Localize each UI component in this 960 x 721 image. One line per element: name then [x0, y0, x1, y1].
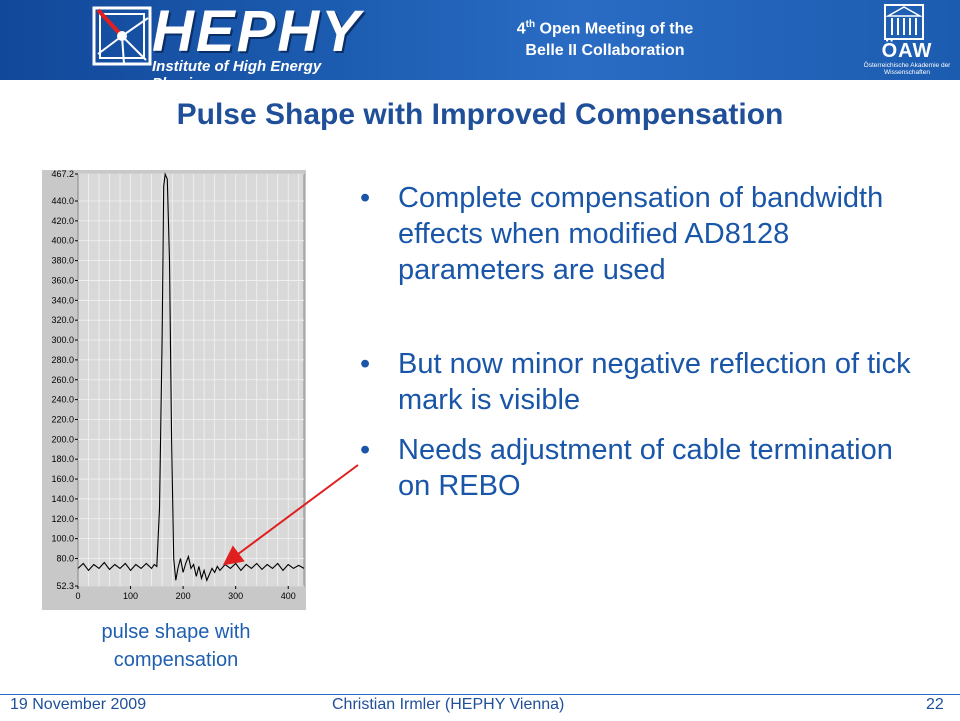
x-tick-label: 200 [176, 591, 191, 601]
x-tick-label: 0 [75, 591, 80, 601]
meeting-number: 4 [516, 20, 526, 38]
detector-burst-icon [92, 6, 152, 66]
bullet-dot-icon: • [360, 434, 371, 466]
y-tick-label: 400.0 [51, 236, 74, 246]
meeting-line2: Belle II Collaboration [525, 42, 685, 60]
hephy-logo: HEPHY Institute of High Energy Physics [90, 0, 380, 80]
y-tick-label: 240.0 [51, 395, 74, 405]
oaw-abbreviation: ÖAW [881, 40, 933, 62]
y-tick-label: 120.0 [51, 514, 74, 524]
bullet-dot-icon: • [360, 348, 371, 380]
bullet-item: • Complete compensation of bandwidth effe… [360, 180, 920, 288]
pulse-plot: 467.2 440.0 420.0 400.0 380.0 360.0 340.0 320.0… [42, 170, 306, 610]
y-tick-label: 280.0 [51, 355, 74, 365]
y-tick-label: 340.0 [51, 295, 74, 305]
y-tick-label: 160.0 [51, 474, 74, 484]
y-tick-label: 467.2 [51, 170, 74, 179]
y-tick-label: 220.0 [51, 414, 74, 424]
y-tick-label: 180.0 [51, 454, 74, 464]
x-tick-label: 100 [123, 591, 138, 601]
pulse-series-line [77, 172, 305, 582]
footer-page-number: 22 [926, 696, 944, 713]
header-banner: HEPHY Institute of High Energy Physics 4… [0, 0, 960, 80]
oaw-fullname: Österreichische Akademie der Wissenschaf… [863, 62, 951, 76]
y-tick-label: 300.0 [51, 335, 74, 345]
bullet-text: Complete compensation of bandwidth effec… [398, 182, 884, 286]
slide-title: Pulse Shape with Improved Compensation [176, 98, 784, 131]
bullet-list: • Complete compensation of bandwidth effe… [360, 180, 920, 518]
plot-caption: pulse shape with compensation [101, 621, 251, 671]
footer: 19 November 2009 Christian Irmler (HEPHY… [0, 694, 960, 721]
meeting-title: 4th Open Meeting of the Belle II Collabo… [500, 14, 710, 62]
bullet-item: • Needs adjustment of cable termination o… [360, 432, 920, 504]
hephy-wordmark: HEPHY [152, 0, 362, 64]
y-tick-label: 320.0 [51, 315, 74, 325]
x-tick-label: 400 [281, 591, 296, 601]
meeting-line1: Open Meeting of the [535, 20, 694, 38]
y-tick-label: 380.0 [51, 256, 74, 266]
y-tick-label: 360.0 [51, 275, 74, 285]
y-tick-label: 260.0 [51, 375, 74, 385]
y-tick-label: 420.0 [51, 216, 74, 226]
y-tick-label: 80.0 [56, 553, 74, 563]
bullet-text: Needs adjustment of cable termination on… [398, 434, 893, 502]
y-tick-label: 200.0 [51, 434, 74, 444]
y-tick-label: 140.0 [51, 494, 74, 504]
hephy-subtitle: Institute of High Energy Physics [152, 58, 322, 80]
bullet-text: But now minor negative reflection of tic… [398, 348, 911, 416]
academy-building-icon [884, 4, 924, 40]
bullet-item: • But now minor negative reflection of ti… [360, 346, 920, 418]
footer-date: 19 November 2009 [10, 696, 147, 713]
bullet-dot-icon: • [360, 182, 371, 214]
oaw-logo: ÖAW Österreichische Akademie der Wissens… [862, 2, 958, 78]
y-tick-label: 100.0 [51, 534, 74, 544]
y-tick-label: 440.0 [51, 196, 74, 206]
x-tick-label: 300 [228, 591, 243, 601]
pulse-chart: 467.2 440.0 420.0 400.0 380.0 360.0 340.0 320.0… [51, 170, 305, 601]
meeting-ordinal: th [525, 19, 536, 30]
footer-author: Christian Irmler (HEPHY Vienna) [332, 696, 565, 713]
y-tick-label: 52.3 [56, 581, 74, 591]
